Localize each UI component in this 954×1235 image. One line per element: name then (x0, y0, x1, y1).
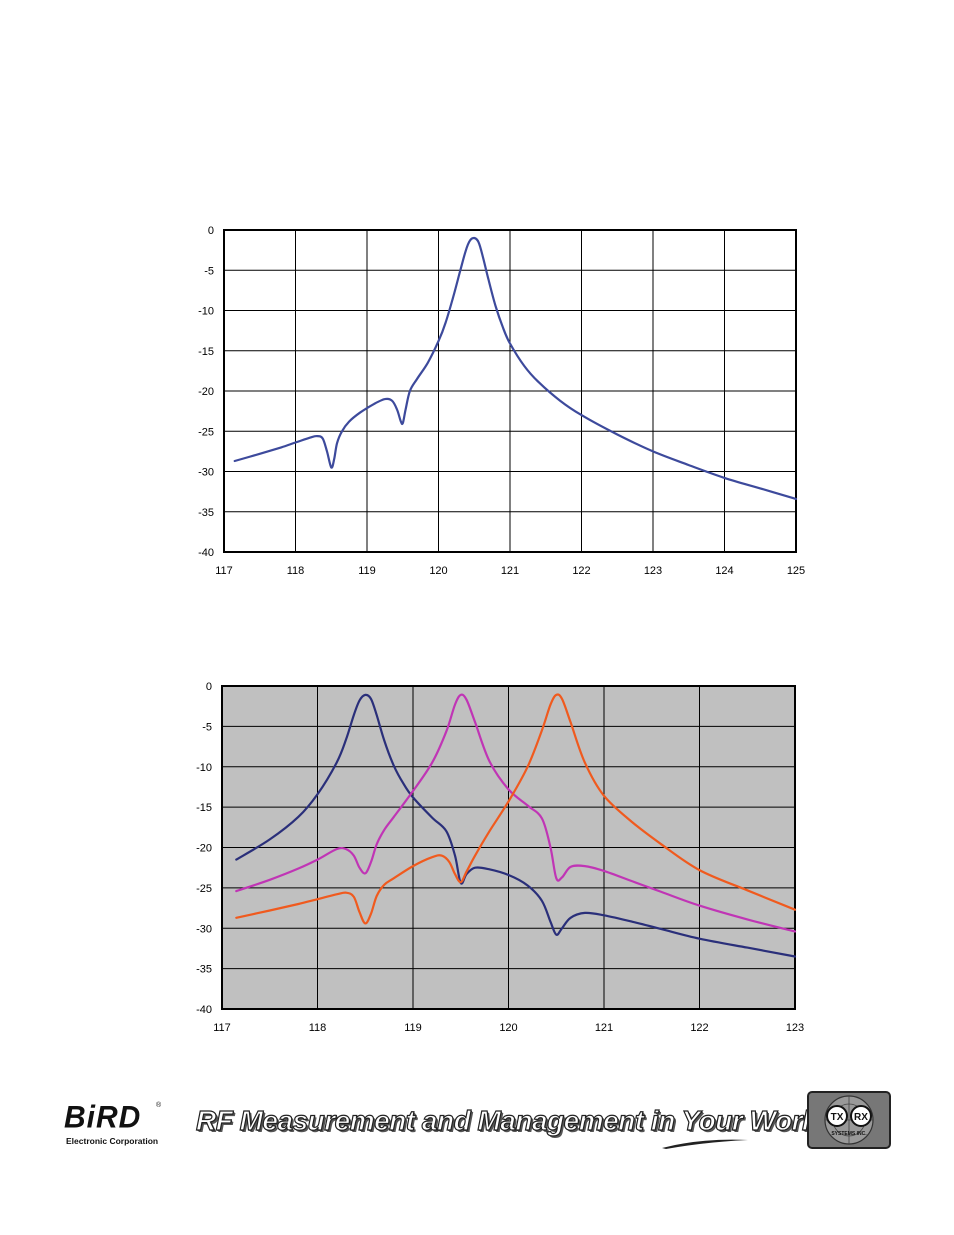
x-tick-label: 124 (715, 565, 733, 577)
y-tick-label: -30 (198, 467, 214, 479)
x-tick-label: 120 (429, 565, 447, 577)
plot-border (223, 229, 797, 553)
y-tick-label: -25 (198, 426, 214, 438)
x-tick-label: 119 (404, 1022, 422, 1034)
bird-logo-wordmark: BiRD (64, 1100, 142, 1135)
y-tick-label: -10 (198, 306, 214, 318)
x-tick-label: 121 (595, 1022, 613, 1034)
series-line-1 (235, 693, 797, 958)
x-tick-label: 123 (786, 1022, 804, 1034)
y-tick-label: -10 (196, 762, 212, 774)
bird-company-name: Electronic Corporation (66, 1136, 159, 1146)
x-tick-label: 122 (572, 565, 590, 577)
series-line-3 (235, 693, 797, 925)
y-tick-label: -5 (204, 265, 214, 277)
x-tick-label: 118 (309, 1022, 327, 1034)
txrx-left-label: TX (831, 1112, 844, 1123)
y-tick-label: -35 (196, 964, 212, 976)
txrx-logo: TX RX SYSTEMS INC. (807, 1091, 891, 1149)
series-line-1 (233, 236, 798, 500)
x-tick-label: 123 (644, 565, 662, 577)
y-tick-label: -40 (196, 1004, 212, 1016)
y-tick-label: -30 (196, 923, 212, 935)
swoosh-icon (662, 1139, 748, 1149)
x-tick-label: 125 (787, 565, 805, 577)
y-tick-label: -25 (196, 883, 212, 895)
y-tick-label: 0 (208, 225, 214, 237)
y-tick-label: -5 (202, 721, 212, 733)
tagline: RF Measurement and Management in Your Wo… (195, 1104, 827, 1136)
footer: BiRD ® Electronic Corporation RF Measure… (0, 1090, 954, 1160)
y-tick-label: -15 (198, 346, 214, 358)
x-tick-label: 121 (501, 565, 519, 577)
bird-registered-mark: ® (156, 1102, 162, 1109)
bird-logo: BiRD ® Electronic Corporation (64, 1100, 164, 1152)
y-tick-label: -15 (196, 802, 212, 814)
x-tick-label: 122 (690, 1022, 708, 1034)
x-tick-label: 120 (499, 1022, 517, 1034)
x-tick-label: 119 (358, 565, 376, 577)
chart-top: 117 118 119 120 121 122 123 124 125 0 -5 -10 -15 -20 -… (198, 225, 805, 577)
x-tick-label: 117 (215, 565, 233, 577)
plot-border (221, 685, 796, 1010)
x-tick-label: 118 (287, 565, 305, 577)
txrx-right-label: RX (854, 1112, 868, 1123)
y-tick-label: -20 (198, 386, 214, 398)
y-tick-label: -40 (198, 547, 214, 559)
x-tick-label: 117 (213, 1022, 231, 1034)
y-tick-label: 0 (206, 681, 212, 693)
series-line-2 (235, 693, 797, 933)
y-tick-label: -20 (196, 843, 212, 855)
txrx-sub-label: SYSTEMS INC. (831, 1131, 867, 1137)
y-tick-label: -35 (198, 507, 214, 519)
chart-bottom: 117 118 119 120 121 122 123 0 -5 -10 -15 -20 -25 -30 -… (196, 681, 804, 1034)
